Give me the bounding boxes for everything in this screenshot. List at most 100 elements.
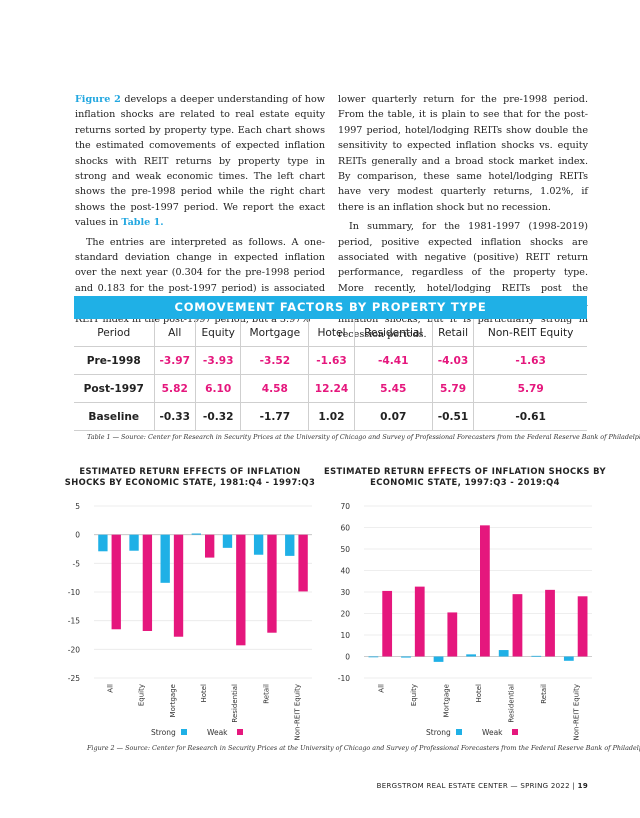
bar-strong-retail — [253, 534, 264, 555]
bar-weak-mortgage — [173, 534, 184, 637]
legend-swatch-strong — [456, 729, 462, 735]
table-cell: -0.51 — [431, 402, 474, 431]
bar-strong-all — [368, 656, 379, 658]
table-body: Pre-1998 -3.97 -3.93 -3.52 -1.63 -4.41 -4.03 -1… — [74, 346, 587, 431]
table-row: Pre-1998 -3.97 -3.93 -3.52 -1.63 -4.41 -4.03 -1… — [74, 346, 587, 375]
x-tick-label: Non-REIT Equity — [293, 684, 301, 740]
table-cell: 6.10 — [194, 374, 241, 403]
bar-weak-residential — [236, 534, 246, 646]
bar-weak-all — [382, 590, 393, 657]
y-tick-label: -5 — [73, 559, 81, 568]
table-header-all: All — [153, 319, 196, 347]
page-footer: BERGSTROM REAL ESTATE CENTER — SPRING 20… — [376, 782, 588, 790]
bar-weak-hotel — [480, 525, 490, 657]
table-caption: Table 1 — Source: Center for Research in… — [87, 433, 640, 441]
x-tick-label: Non-REIT Equity — [573, 684, 581, 740]
table-row: Post-1997 5.82 6.10 4.58 12.24 5.45 5.79 5.79 — [74, 374, 587, 403]
y-tick-label: 5 — [75, 502, 80, 511]
legend-swatch-weak — [512, 729, 518, 735]
y-tick-label: 30 — [340, 588, 350, 597]
y-tick-label: 40 — [340, 567, 350, 576]
table-cell: 5.45 — [353, 374, 433, 403]
y-tick-label: 10 — [340, 631, 350, 640]
y-tick-label: 0 — [345, 653, 350, 662]
y-tick-label: 70 — [340, 502, 350, 511]
table-cell: -1.77 — [240, 402, 309, 431]
table-cell: 5.79 — [431, 374, 474, 403]
table-header-row: Period All Equity Mortgage Hotel Residential R… — [74, 319, 587, 347]
figure-2-link[interactable]: Figure 2 — [75, 94, 121, 105]
bar-strong-retail — [531, 655, 542, 657]
bar-weak-hotel — [205, 534, 215, 558]
legend-label-strong: Strong — [151, 728, 176, 737]
y-tick-label: -10 — [68, 588, 80, 597]
bar-strong-residential — [498, 650, 509, 657]
table-row-label: Baseline — [74, 402, 154, 431]
chart-right-title: ESTIMATED RETURN EFFECTS OF INFLATION SH… — [324, 466, 606, 487]
table-header-equity: Equity — [194, 319, 241, 347]
table-title: COMOVEMENT FACTORS BY PROPERTY TYPE — [74, 296, 587, 319]
bar-weak-mortgage — [447, 612, 458, 657]
y-tick-label: -20 — [68, 645, 80, 654]
table-cell: -4.41 — [353, 346, 433, 375]
chart-left-title: ESTIMATED RETURN EFFECTS OF INFLATION SH… — [64, 466, 316, 487]
table-cell: 12.24 — [308, 374, 355, 403]
x-tick-label: Residential — [231, 684, 239, 723]
table-cell: -1.63 — [473, 346, 587, 375]
chart-right: 70 60 50 40 30 20 10 0 -10 All Equity Mortgage Hotel… — [338, 502, 592, 740]
table-header-hotel: Hotel — [308, 319, 355, 347]
figure-caption: Figure 2 — Source: Center for Research i… — [87, 744, 640, 752]
table-cell: 1.02 — [308, 402, 355, 431]
table-cell: -0.32 — [194, 402, 241, 431]
bar-weak-retail — [267, 534, 277, 633]
bar-strong-hotel — [466, 654, 476, 657]
x-tick-label: Hotel — [200, 684, 208, 703]
x-tick-label: All — [377, 684, 385, 693]
table-cell: -1.63 — [308, 346, 355, 375]
bar-strong-all — [98, 534, 108, 552]
bar-weak-equity — [414, 586, 425, 657]
y-tick-label: 60 — [340, 524, 350, 533]
bar-weak-retail — [545, 589, 555, 657]
bar-weak-non-reit-equity — [298, 534, 308, 592]
bar-weak-residential — [512, 594, 523, 657]
table-cell: -0.61 — [473, 402, 587, 431]
table-cell: -4.03 — [431, 346, 474, 375]
x-tick-label: Residential — [508, 684, 516, 723]
y-tick-label: 0 — [75, 531, 80, 540]
y-tick-label: 50 — [340, 545, 350, 554]
legend-swatch-weak — [237, 729, 243, 735]
y-tick-label: 20 — [340, 610, 350, 619]
x-tick-label: Mortgage — [442, 684, 450, 717]
chart-left: 5 0 -5 -10 -15 -20 -25 All Equity Mortgage Hotel Re… — [68, 502, 312, 740]
table-header-residential: Residential — [353, 319, 433, 347]
bar-weak-non-reit-equity — [577, 596, 588, 657]
page-number: 19 — [577, 782, 588, 790]
table-cell: 5.79 — [473, 374, 587, 403]
table-cell: -3.52 — [240, 346, 309, 375]
bar-strong-equity — [401, 656, 411, 658]
table-row-label: Post-1997 — [74, 374, 154, 403]
table-row-label: Pre-1998 — [74, 346, 154, 375]
paragraph-1-text: develops a deeper understanding of how i… — [75, 94, 325, 229]
legend-label-weak: Weak — [207, 728, 228, 737]
x-tick-label: Retail — [262, 684, 270, 704]
bar-weak-equity — [142, 534, 153, 631]
comovement-table: COMOVEMENT FACTORS BY PROPERTY TYPE Peri… — [74, 296, 587, 431]
y-tick-label: -10 — [338, 674, 350, 683]
table-1-link[interactable]: Table 1. — [121, 217, 164, 229]
x-tick-label: Retail — [540, 684, 548, 704]
x-tick-label: All — [107, 684, 115, 693]
bar-strong-hotel — [191, 533, 201, 535]
table-header-mortgage: Mortgage — [240, 319, 309, 347]
legend-swatch-strong — [181, 729, 187, 735]
bar-strong-mortgage — [433, 656, 444, 662]
x-tick-label: Hotel — [475, 684, 483, 703]
table-cell: 4.58 — [240, 374, 309, 403]
bar-weak-all — [111, 534, 121, 630]
table-cell: -3.97 — [153, 346, 196, 375]
x-tick-label: Equity — [138, 684, 146, 706]
x-tick-label: Equity — [410, 684, 418, 706]
table-cell: -0.33 — [153, 402, 196, 431]
bar-strong-non-reit-equity — [563, 656, 574, 661]
